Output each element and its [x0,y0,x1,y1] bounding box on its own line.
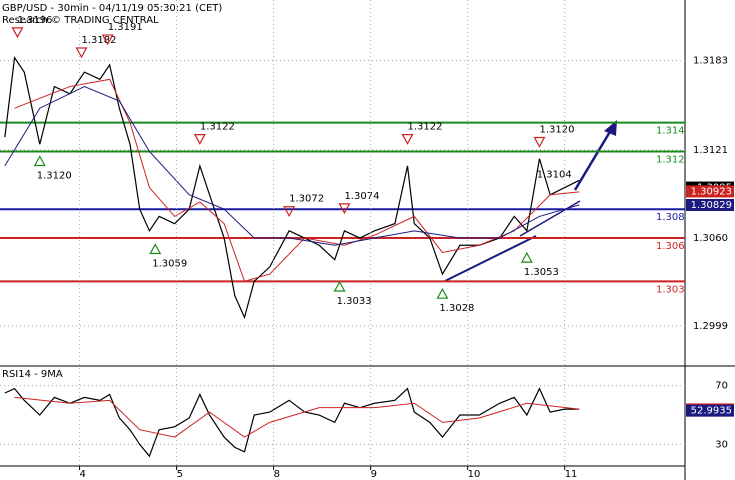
chart-subtitle: Research © TRADING CENTRAL [2,15,159,26]
level-label: 1.308 [656,212,685,223]
high-label: 1.3072 [289,194,324,205]
y-tick-label: 1.2999 [693,321,728,332]
high-marker [11,27,24,39]
y-tick-label: 1.3060 [693,233,728,244]
low-marker [436,287,449,299]
price-tag-label: 1.30829 [691,200,732,211]
series-line [4,86,580,246]
price-tag [686,185,734,198]
low-marker [149,243,162,255]
x-tick-label: 10 [468,469,481,480]
y-tick-label: 70 [715,381,728,392]
level-label: 1.303 [656,284,685,295]
panel-title: RSI14 - 9MA [2,369,63,380]
low-label: 1.3053 [524,267,559,278]
trend-line [519,200,581,237]
arrow-head [604,120,617,136]
high-marker [193,133,206,145]
high-label: 1.3122 [200,122,235,133]
level-label: 1.312 [656,154,685,165]
low-label: 1.3033 [337,296,372,307]
high-marker [401,133,414,145]
chart-title: GBP/USD - 30min - 04/11/19 05:30:21 (CET… [2,3,222,14]
y-tick-label: 30 [715,439,728,450]
high-label: 1.3196 [17,15,52,26]
high-label: 1.3191 [108,22,143,33]
projection-arrow [573,129,613,191]
x-tick-label: 9 [371,469,377,480]
price-label: 1.3104 [537,170,572,181]
high-marker [338,203,351,215]
low-marker [520,251,533,263]
x-tick-label: 5 [177,469,183,480]
high-marker [283,206,296,217]
trend-line [444,235,537,282]
high-label: 1.3120 [539,124,574,135]
series-line [4,387,580,458]
high-marker [533,136,546,148]
high-label: 1.3122 [408,122,443,133]
low-label: 1.3059 [152,258,187,269]
price-tag-label: 52.9935 [691,406,732,417]
high-label: 1.3182 [82,35,117,46]
low-label: 1.3120 [37,170,72,181]
y-tick-label: 1.3121 [693,145,728,156]
x-tick-label: 8 [274,469,280,480]
low-label: 1.3028 [439,303,474,314]
high-marker [101,34,114,46]
y-tick-label: 1.3183 [693,56,728,67]
low-marker [333,280,346,292]
high-label: 1.3074 [344,191,379,202]
series-line [4,56,580,320]
level-label: 1.306 [656,241,685,252]
x-tick-label: 4 [80,469,86,480]
series-line [14,78,580,282]
low-marker [33,155,46,167]
x-tick-label: 11 [565,469,578,480]
price-tag-label: 1.30923 [691,186,732,197]
series-line [14,396,580,438]
level-label: 1.314 [656,126,685,137]
price-tag [686,404,734,417]
price-tag [686,199,734,212]
high-marker [75,47,88,59]
